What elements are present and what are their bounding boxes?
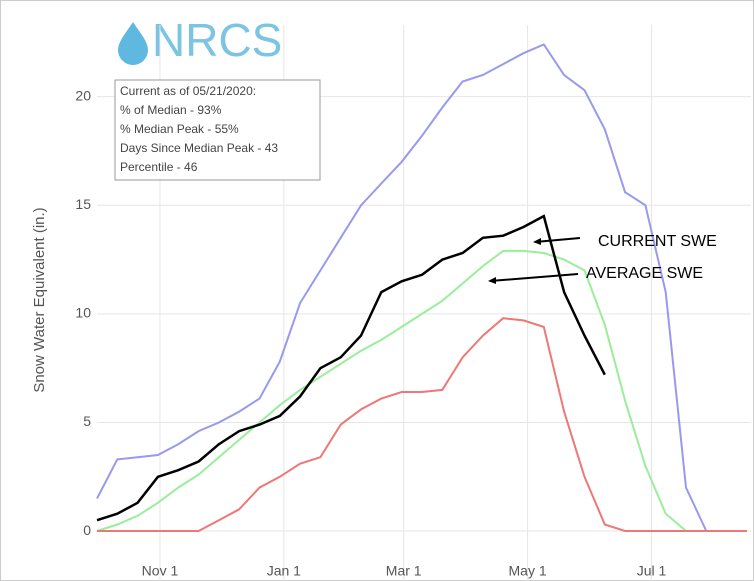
arrow-head: [533, 238, 541, 245]
arrow-head: [488, 277, 496, 284]
series-line: [97, 317, 747, 532]
info-frame: [114, 79, 321, 181]
annotations: CURRENT SWE AVERAGE SWE: [488, 233, 717, 284]
info-line: % Median Peak - 55%: [120, 122, 239, 136]
x-tick-label: May 1: [509, 563, 547, 579]
y-tick-label: 5: [83, 413, 91, 429]
info-line: Current as of 05/21/2020:: [120, 84, 256, 98]
y-axis-label: Snow Water Equivalent (in.): [31, 207, 48, 392]
arrow: [534, 237, 581, 243]
y-tick-label: 20: [75, 87, 91, 103]
annotation: AVERAGE SWE: [586, 265, 703, 282]
series-line: [96, 249, 747, 532]
info-line: Days Since Median Peak - 43: [120, 141, 278, 155]
x-tick-label: Jan 1: [267, 563, 301, 579]
info-line: % of Median - 93%: [120, 103, 222, 117]
y-tick-label: 0: [83, 522, 91, 538]
y-tick-label: 15: [75, 196, 91, 212]
logo: NRCS: [118, 14, 282, 66]
series-line: [96, 214, 606, 522]
logo-drop: [118, 22, 148, 65]
info-line: Percentile - 46: [120, 160, 198, 174]
info-box: Current as of 05/21/2020: % of Median - 9…: [114, 79, 321, 181]
arrow: [489, 273, 579, 282]
y-tick-label: 10: [75, 305, 91, 321]
x-tick-label: Jul 1: [637, 563, 667, 579]
logo-text: NRCS: [152, 14, 282, 66]
annotation: CURRENT SWE: [598, 233, 717, 250]
x-tick-label: Mar 1: [386, 563, 422, 579]
series-line: [96, 43, 747, 532]
x-tick-label: Nov 1: [142, 563, 179, 579]
